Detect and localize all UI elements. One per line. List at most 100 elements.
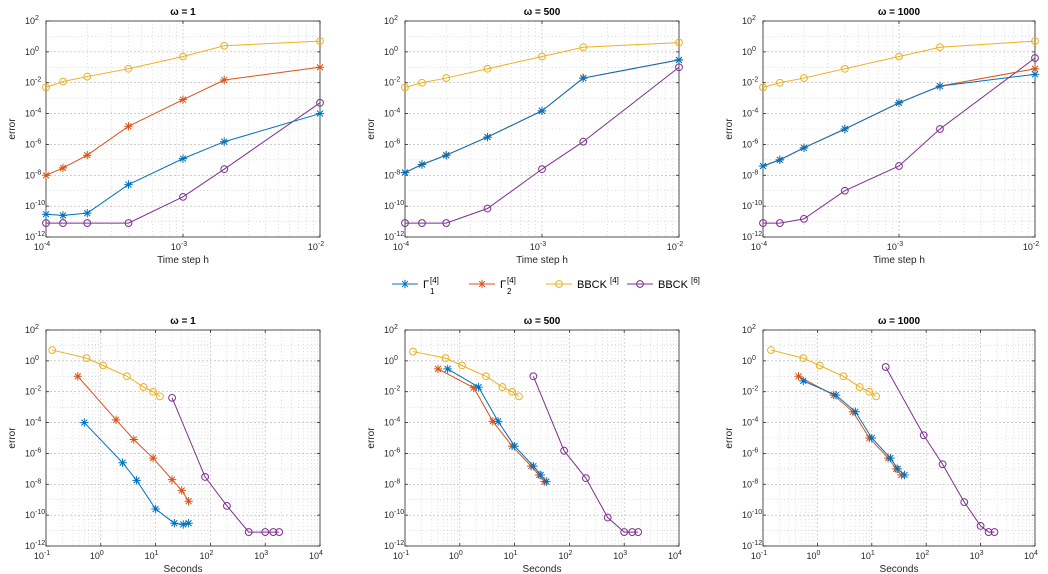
chart-title: ω = 1000 [878,7,921,18]
y-tick-label-base: 10 [25,418,35,428]
data-point-bbck6 [83,219,92,227]
x-tick-label: 103 [254,550,268,561]
legend-label-gamma2: Γ[4] 2 [500,276,516,296]
y-tick-label-base: 10 [742,16,752,26]
x-tick-label-exponent: -3 [897,241,903,248]
legend-item-bbck6: BBCK [6] [627,276,700,291]
legend-label-base: BBCK [577,279,608,291]
data-point-gamma1 [537,106,547,116]
x-axis-label: Seconds [880,564,919,574]
data-point-bbck6 [124,219,133,227]
data-point-gamma1 [417,160,427,169]
y-tick-label-base: 10 [25,356,35,366]
x-tick-label-base: 10 [145,551,155,561]
y-tick-label: 10-2 [384,386,400,397]
legend-label-sub: 1 [430,287,435,296]
data-point-gamma1 [867,433,876,443]
data-point-bbck6 [840,186,849,195]
y-tick-label-base: 10 [25,232,35,242]
x-tick-label-exponent: 4 [319,550,323,557]
data-point-bbck6 [960,498,969,507]
y-tick-label-base: 10 [742,47,752,57]
data-point-bbck4 [767,346,775,354]
data-point-bbck6 [168,393,176,402]
data-point-gamma1 [179,520,188,529]
y-tick-label-exponent: -6 [394,138,400,145]
y-tick-label-base: 10 [742,170,752,180]
y-tick-label: 10-2 [384,77,400,88]
y-axis-label: error [724,118,735,140]
series-bbck6 [759,54,1039,227]
y-tick-label-exponent: -10 [35,200,45,207]
chart-panel-3: 10-4 10-3 10-210-1210-1010-810-610-410-210… [724,7,1039,266]
y-tick-label-base: 10 [384,232,394,242]
y-tick-label-exponent: 2 [752,15,756,22]
data-point-bbck4 [59,77,67,86]
y-tick-label: 10-4 [742,108,758,119]
x-tick-label-base: 10 [309,551,319,561]
data-point-bbck4 [83,72,92,81]
x-axis-label: Time step h [516,255,568,266]
x-tick-label-base: 10 [861,551,871,561]
x-tick-label-exponent: 1 [155,550,159,557]
data-point-gamma1 [579,73,588,83]
y-tick-label-base: 10 [384,448,394,458]
axes-box [762,329,1036,547]
data-point-bbck6 [201,473,209,481]
chart-title: ω = 1 [170,316,196,327]
x-tick-label-exponent: -2 [677,241,683,248]
y-tick-label: 10-6 [384,447,400,458]
y-tick-label-base: 10 [384,47,394,57]
data-point-bbck6 [220,165,229,174]
y-tick-label: 100 [384,355,398,366]
data-point-bbck4 [799,354,808,363]
x-tick-label-base: 10 [199,551,209,561]
x-tick-label: 10-4 [34,241,50,252]
legend-label-bbck6: BBCK [6] [658,276,700,291]
series-line-bbck4 [412,351,520,397]
x-tick-label: 104 [309,550,323,561]
x-tick-label-exponent: 3 [623,550,627,557]
plot-area [763,330,1035,546]
data-point-bbck6 [269,528,278,536]
y-tick-label-base: 10 [384,201,394,211]
y-tick-label-exponent: -12 [394,231,404,238]
data-point-gamma1 [443,364,452,374]
y-tick-label-base: 10 [384,356,394,366]
x-tick-label-base: 10 [887,242,897,252]
y-tick-label: 10-2 [25,386,41,397]
y-tick-label-exponent: -10 [35,509,45,516]
y-tick-label: 10-8 [742,478,758,489]
x-tick-label-base: 10 [613,551,623,561]
data-point-bbck4 [840,64,849,73]
y-tick-label-exponent: -8 [35,478,41,485]
data-point-gamma1 [493,417,503,426]
y-tick-label-exponent: -2 [752,77,758,84]
series-gamma1 [41,109,325,220]
chart-title: ω = 500 [524,7,561,18]
y-tick-label-base: 10 [25,78,35,88]
y-tick-label-base: 10 [384,325,394,335]
y-tick-label-base: 10 [742,232,752,242]
chart-panel-5: 10-1 100 101 102 103 10410-1210-1010-810-610-… [366,316,682,574]
data-point-bbck6 [59,219,67,227]
data-point-gamma1 [124,180,133,189]
axes-box [45,329,321,547]
y-tick-label-exponent: 2 [35,15,39,22]
data-point-bbck4 [759,83,767,92]
x-tick-label-exponent: -2 [318,241,324,248]
data-point-gamma2 [794,372,803,381]
x-tick-label-base: 10 [393,242,403,252]
y-tick-label-base: 10 [742,139,752,149]
data-point-gamma1 [178,154,188,163]
y-tick-label-exponent: -8 [35,169,41,176]
data-point-gamma1 [474,382,483,392]
data-point-gamma1 [775,155,785,165]
grid [763,330,1035,546]
y-tick-label: 10-8 [742,169,758,180]
data-point-gamma1 [799,143,809,153]
data-point-bbck4 [538,52,546,61]
data-point-bbck6 [316,98,324,107]
data-point-bbck4 [418,78,426,87]
